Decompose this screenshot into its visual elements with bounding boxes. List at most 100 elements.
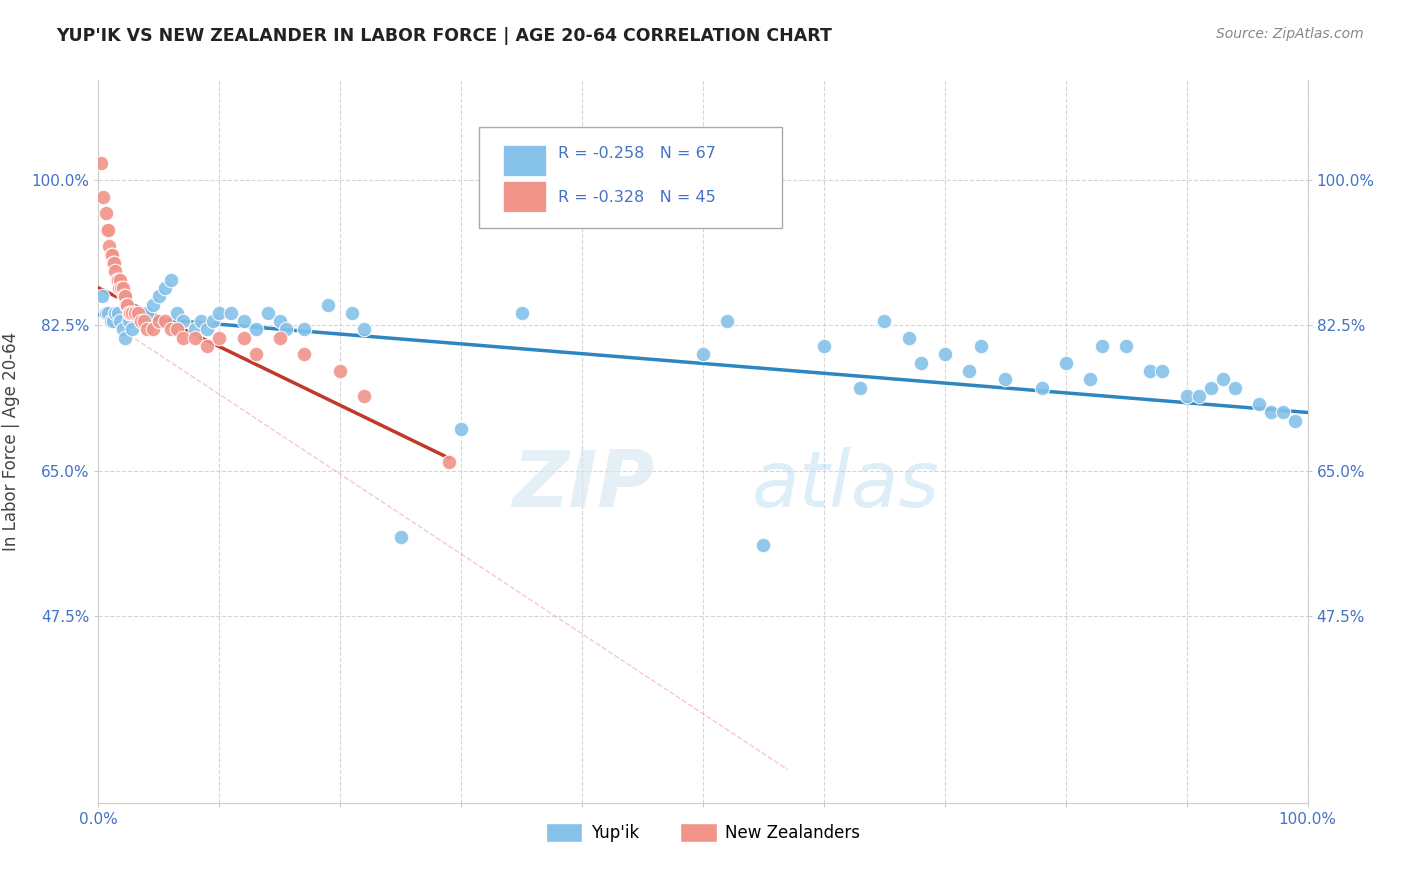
Point bbox=[1284, 414, 1306, 428]
Point bbox=[91, 189, 114, 203]
Point bbox=[91, 289, 114, 303]
Point bbox=[121, 322, 143, 336]
Point bbox=[160, 322, 183, 336]
Point bbox=[100, 314, 122, 328]
Point bbox=[94, 306, 117, 320]
Point bbox=[101, 256, 124, 270]
Point bbox=[94, 206, 117, 220]
Point bbox=[1139, 364, 1161, 378]
Point bbox=[245, 322, 267, 336]
Point bbox=[134, 314, 156, 328]
Text: R = -0.328   N = 45: R = -0.328 N = 45 bbox=[558, 190, 716, 205]
Point bbox=[142, 322, 165, 336]
Point bbox=[114, 289, 136, 303]
Point bbox=[103, 256, 125, 270]
Point bbox=[105, 272, 128, 286]
Point bbox=[153, 314, 176, 328]
Point bbox=[353, 322, 375, 336]
Point bbox=[316, 297, 339, 311]
Point bbox=[245, 347, 267, 361]
Point bbox=[510, 306, 533, 320]
Point bbox=[897, 331, 920, 345]
Point bbox=[292, 347, 315, 361]
Point bbox=[115, 297, 138, 311]
Point bbox=[129, 314, 152, 328]
Point bbox=[190, 314, 212, 328]
Point bbox=[342, 306, 364, 320]
Point bbox=[124, 306, 146, 320]
Point bbox=[1199, 380, 1222, 394]
Point bbox=[118, 306, 141, 320]
Point bbox=[274, 322, 297, 336]
Point bbox=[292, 322, 315, 336]
Point bbox=[184, 322, 207, 336]
Point bbox=[166, 306, 188, 320]
Point bbox=[90, 156, 112, 170]
Point bbox=[100, 248, 122, 262]
Point bbox=[910, 356, 932, 370]
Point bbox=[184, 331, 207, 345]
Point bbox=[256, 306, 278, 320]
FancyBboxPatch shape bbox=[479, 128, 782, 228]
Point bbox=[148, 289, 170, 303]
Point bbox=[957, 364, 980, 378]
Point bbox=[153, 281, 176, 295]
Point bbox=[1272, 405, 1295, 419]
Point bbox=[108, 314, 131, 328]
Point bbox=[1212, 372, 1234, 386]
Point bbox=[104, 264, 127, 278]
Text: atlas: atlas bbox=[751, 447, 939, 523]
Point bbox=[692, 347, 714, 361]
Point bbox=[111, 322, 134, 336]
Point bbox=[110, 281, 132, 295]
Point bbox=[107, 306, 129, 320]
Point bbox=[1054, 356, 1077, 370]
Point bbox=[1152, 364, 1174, 378]
Point bbox=[1078, 372, 1101, 386]
Point bbox=[135, 322, 157, 336]
Text: YUP'IK VS NEW ZEALANDER IN LABOR FORCE | AGE 20-64 CORRELATION CHART: YUP'IK VS NEW ZEALANDER IN LABOR FORCE |… bbox=[56, 27, 832, 45]
Legend: Yup'ik, New Zealanders: Yup'ik, New Zealanders bbox=[538, 816, 868, 848]
Point bbox=[97, 306, 120, 320]
Point bbox=[450, 422, 472, 436]
Point bbox=[232, 314, 254, 328]
Point bbox=[934, 347, 956, 361]
Point bbox=[97, 223, 120, 237]
Point bbox=[353, 389, 375, 403]
Point bbox=[389, 530, 412, 544]
Point bbox=[114, 331, 136, 345]
Point bbox=[195, 322, 218, 336]
Point bbox=[994, 372, 1017, 386]
Point bbox=[221, 306, 243, 320]
Point bbox=[118, 306, 141, 320]
Y-axis label: In Labor Force | Age 20-64: In Labor Force | Age 20-64 bbox=[3, 332, 20, 551]
Text: R = -0.258   N = 67: R = -0.258 N = 67 bbox=[558, 146, 716, 161]
Point bbox=[98, 239, 121, 253]
Point bbox=[1031, 380, 1053, 394]
Point bbox=[108, 281, 131, 295]
Point bbox=[166, 322, 188, 336]
Point bbox=[121, 306, 143, 320]
Point bbox=[813, 339, 835, 353]
Point bbox=[142, 297, 165, 311]
Point bbox=[195, 339, 218, 353]
Point bbox=[752, 538, 775, 552]
Point bbox=[129, 314, 152, 328]
Point bbox=[118, 314, 141, 328]
Point bbox=[716, 314, 738, 328]
Point bbox=[970, 339, 993, 353]
Point bbox=[124, 306, 146, 320]
Point bbox=[232, 331, 254, 345]
Point bbox=[1175, 389, 1198, 403]
Point bbox=[96, 223, 118, 237]
Bar bbox=[503, 145, 546, 176]
Point bbox=[1115, 339, 1137, 353]
Point bbox=[1249, 397, 1271, 411]
Point bbox=[269, 331, 291, 345]
Point bbox=[108, 272, 131, 286]
Point bbox=[1188, 389, 1211, 403]
Point bbox=[202, 314, 225, 328]
Point bbox=[1091, 339, 1114, 353]
Point bbox=[208, 331, 231, 345]
Point bbox=[329, 364, 352, 378]
